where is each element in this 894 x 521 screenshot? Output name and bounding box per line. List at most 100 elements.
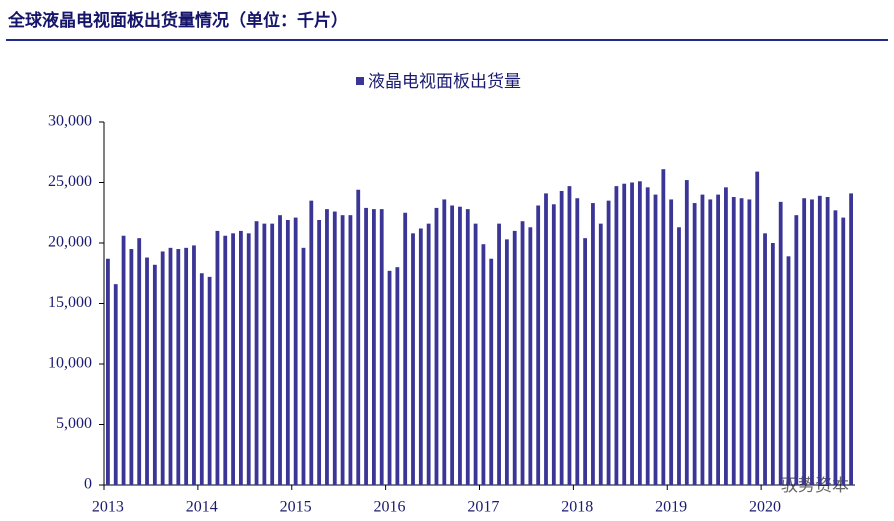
bar <box>551 204 556 485</box>
bar <box>278 215 282 486</box>
bar <box>497 223 501 485</box>
bar <box>106 258 110 485</box>
bar <box>575 198 580 486</box>
bar <box>387 270 392 485</box>
y-tick-label: 5,000 <box>56 415 92 432</box>
bar <box>192 245 196 485</box>
bar <box>747 199 752 485</box>
bar <box>285 220 290 485</box>
bar <box>121 235 126 485</box>
bar <box>395 267 400 485</box>
bar <box>348 215 353 486</box>
bar <box>442 199 447 485</box>
bar <box>254 221 259 485</box>
bar <box>364 207 368 485</box>
bar <box>325 209 329 485</box>
legend-label: 液晶电视面板出货量 <box>368 72 521 92</box>
bar <box>606 200 611 485</box>
y-tick-label: 25,000 <box>48 173 92 190</box>
page-title: 全球液晶电视面板出货量情况（单位：千片） <box>7 10 348 31</box>
bar <box>176 249 181 485</box>
bar <box>622 183 627 485</box>
bar <box>692 203 697 485</box>
bar <box>465 209 470 485</box>
bar <box>246 233 251 485</box>
bar <box>481 244 486 485</box>
x-tick-label: 2015 <box>280 499 312 516</box>
bar <box>239 230 243 485</box>
bar <box>426 223 431 485</box>
y-tick-label: 30,000 <box>48 113 92 130</box>
bar <box>669 199 674 485</box>
bar <box>677 227 681 485</box>
bar <box>270 223 275 485</box>
legend-swatch <box>356 77 364 85</box>
x-tick-label: 2017 <box>467 499 499 516</box>
bar <box>293 217 298 485</box>
bar <box>152 264 157 485</box>
bar <box>458 206 462 485</box>
bar <box>794 215 799 486</box>
bar <box>137 238 142 485</box>
x-tick-label: 2018 <box>561 499 593 516</box>
bar <box>199 273 204 485</box>
bar <box>591 203 595 485</box>
bar <box>231 233 235 485</box>
bar <box>184 247 189 485</box>
bar <box>129 249 134 485</box>
bar <box>833 210 838 485</box>
bar <box>473 223 478 485</box>
bar <box>841 217 846 485</box>
bar <box>356 189 361 485</box>
bar <box>661 169 666 485</box>
bar <box>504 239 509 485</box>
watermark: 驭势资本 <box>781 476 849 496</box>
bar <box>614 186 619 485</box>
bar <box>559 190 564 485</box>
bar <box>731 197 736 485</box>
bar <box>403 212 408 485</box>
bar <box>810 199 814 485</box>
bar <box>653 194 658 485</box>
bar <box>379 209 384 485</box>
bar <box>418 228 423 486</box>
bar <box>332 211 337 486</box>
bar <box>544 193 548 485</box>
bar <box>770 243 775 485</box>
bar <box>520 221 525 485</box>
bar <box>113 284 118 485</box>
bar <box>512 230 517 485</box>
bar <box>598 223 603 485</box>
bar <box>700 194 705 485</box>
bar <box>739 198 744 486</box>
bar <box>411 233 415 485</box>
x-tick-label: 2016 <box>374 499 406 516</box>
bar <box>434 207 439 485</box>
bar <box>340 215 345 486</box>
bar <box>536 205 541 486</box>
bar <box>583 238 588 485</box>
bar <box>849 193 853 485</box>
x-tick-label: 2020 <box>749 499 781 516</box>
bar <box>786 256 791 485</box>
bar <box>763 233 767 485</box>
bar <box>160 251 165 485</box>
bar <box>168 247 173 485</box>
x-tick-label: 2014 <box>186 499 218 516</box>
bar <box>645 187 650 485</box>
bar <box>317 220 322 485</box>
bar <box>309 200 314 485</box>
y-tick-label: 0 <box>84 476 92 493</box>
bar <box>637 181 642 486</box>
bar <box>145 257 149 485</box>
y-tick-label: 15,000 <box>48 294 92 311</box>
bar <box>825 197 830 485</box>
bar <box>630 182 634 485</box>
bar <box>301 247 306 485</box>
bar <box>684 180 689 485</box>
bar <box>450 205 455 486</box>
bar <box>708 199 713 485</box>
bar <box>215 230 220 485</box>
bar <box>371 209 376 485</box>
